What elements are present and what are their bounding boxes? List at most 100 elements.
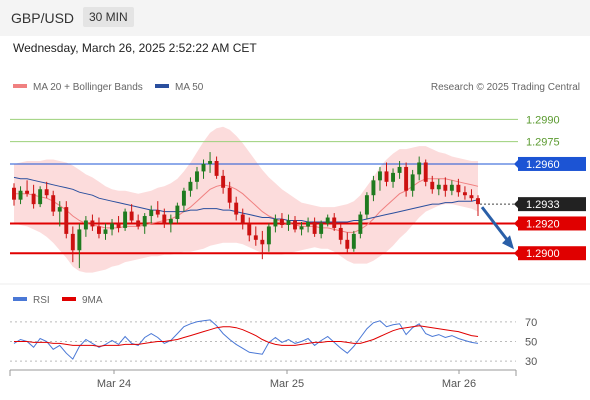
candle-body xyxy=(175,205,180,220)
candle xyxy=(351,230,356,252)
forecast-arrow-head xyxy=(502,235,514,250)
candle xyxy=(378,166,382,191)
candle xyxy=(266,223,271,252)
level-tag-label: 1.2990 xyxy=(526,114,560,126)
legend-label-ma20: MA 20 + Bollinger Bands xyxy=(33,82,143,93)
candle xyxy=(188,177,193,197)
candle-body xyxy=(25,190,30,194)
candle-body xyxy=(358,214,363,234)
candle-body xyxy=(208,160,213,164)
candle-body xyxy=(476,198,480,205)
legend-swatch-rsi xyxy=(13,297,27,301)
candle xyxy=(338,223,343,245)
candle xyxy=(404,162,409,197)
chart-header: GBP/USD 30 MIN xyxy=(0,0,590,36)
candle xyxy=(44,181,49,199)
candle-body xyxy=(168,219,173,224)
candle-body xyxy=(12,187,16,200)
candle xyxy=(90,214,95,231)
candle xyxy=(38,186,43,208)
candle-body xyxy=(430,181,435,190)
candle xyxy=(195,166,199,190)
level-tag-pointer xyxy=(514,159,518,168)
candle-body xyxy=(391,172,396,182)
price-legend: MA 20 + Bollinger Bands MA 50 xyxy=(13,82,204,93)
candle-body xyxy=(338,227,343,240)
candle xyxy=(12,183,16,206)
candle xyxy=(449,180,454,196)
candle-body xyxy=(293,220,297,230)
x-tick-label: Mar 24 xyxy=(97,378,131,390)
candle-body xyxy=(312,221,317,234)
candle xyxy=(18,186,23,205)
timeframe-badge[interactable]: 30 MIN xyxy=(83,7,134,27)
candle xyxy=(208,152,213,173)
rsi-tick-label: 30 xyxy=(525,356,537,368)
legend-label-ma50: MA 50 xyxy=(175,82,204,93)
candle-body xyxy=(253,235,258,240)
candle xyxy=(96,217,101,239)
candle xyxy=(116,216,121,233)
candle xyxy=(279,213,284,228)
candle xyxy=(273,214,278,233)
candle xyxy=(469,189,474,202)
candle-body xyxy=(188,181,193,191)
candle-body xyxy=(306,221,311,227)
candle-body xyxy=(44,189,49,196)
legend-swatch-ma50 xyxy=(155,84,169,88)
candle-body xyxy=(57,207,62,212)
candle-body xyxy=(410,174,415,191)
candle-body xyxy=(90,220,95,227)
candle-body xyxy=(123,211,128,228)
level-tag-label: 1.2960 xyxy=(526,159,560,171)
candle-body xyxy=(260,239,265,245)
candle-body xyxy=(332,217,337,228)
candle-body xyxy=(325,217,330,224)
candle xyxy=(371,175,376,202)
candle xyxy=(123,208,128,231)
price-levels xyxy=(10,118,518,255)
candle xyxy=(168,214,173,233)
candle-body xyxy=(371,180,376,196)
candles xyxy=(12,152,480,269)
rsi-panel: 70 50 30 xyxy=(10,317,537,368)
candle-body xyxy=(384,171,389,182)
candle xyxy=(397,160,402,179)
candle-body xyxy=(149,210,154,217)
candle-body xyxy=(77,229,82,251)
forecast-arrow xyxy=(480,206,514,250)
rsi-tick-label: 50 xyxy=(525,336,537,348)
forecast-arrow-shaft xyxy=(480,206,511,244)
candle xyxy=(110,219,114,236)
candle-body xyxy=(319,223,324,234)
candle-body xyxy=(227,187,232,203)
candle-body xyxy=(345,239,350,249)
candle xyxy=(64,201,69,239)
candle xyxy=(299,221,304,236)
candle xyxy=(142,213,147,234)
candle xyxy=(286,214,291,231)
level-tags: 1.2990 1.2975 1.2960 1.2933 1.2920 1.2900 xyxy=(514,114,586,261)
candle xyxy=(149,205,154,224)
candle-body xyxy=(364,195,369,215)
candle xyxy=(31,184,36,209)
candle-body xyxy=(286,220,291,225)
candle xyxy=(443,177,448,197)
level-tag-pointer xyxy=(514,200,518,209)
level-tag-label: 1.2920 xyxy=(526,218,560,230)
candle-body xyxy=(51,195,56,212)
candle xyxy=(247,217,252,242)
candle-body xyxy=(397,166,402,173)
level-tag-pivot xyxy=(518,156,586,171)
legend-label-rsi-ma: 9MA xyxy=(82,295,103,306)
level-tag-pointer xyxy=(514,249,518,258)
candle-body xyxy=(181,190,186,206)
candle-body xyxy=(469,195,474,199)
timestamp: Wednesday, March 26, 2025 2:52:22 AM CET xyxy=(13,41,257,55)
candle-body xyxy=(142,216,147,227)
candle xyxy=(476,195,480,217)
candle xyxy=(201,159,206,179)
candle xyxy=(162,208,167,228)
candle xyxy=(436,178,441,196)
